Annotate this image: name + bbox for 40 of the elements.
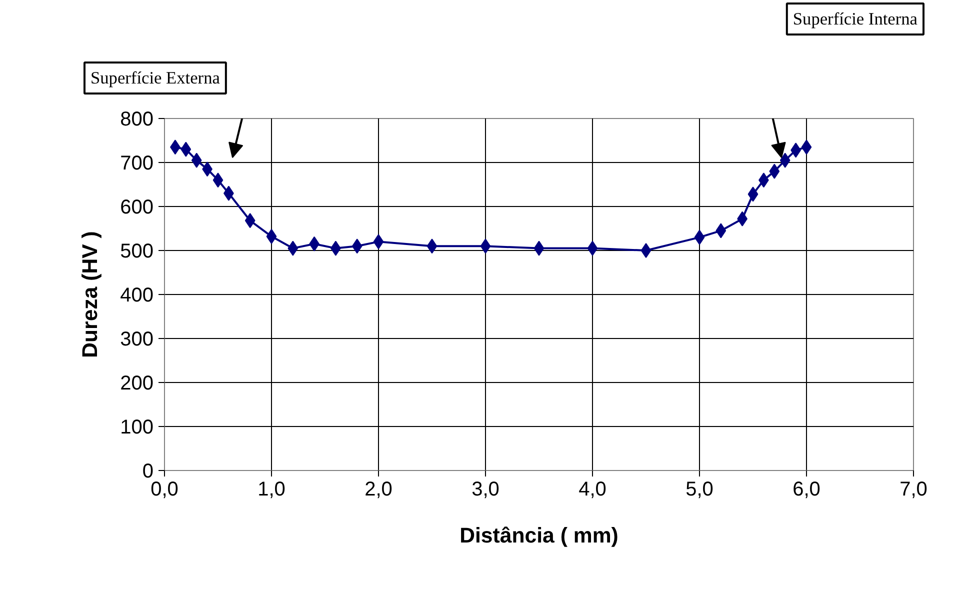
y-tick-label: 800 — [120, 108, 154, 130]
y-tick-label: 500 — [120, 240, 154, 262]
y-tick-label: 700 — [120, 152, 154, 174]
y-tick-label: 300 — [120, 328, 154, 350]
x-tick-label: 3,0 — [472, 478, 500, 500]
y-tick-label: 100 — [120, 416, 154, 438]
y-tick-label: 0 — [142, 460, 154, 482]
text: Superfície Externa — [90, 68, 220, 88]
x-tick-label: 5,0 — [686, 478, 714, 500]
point — [212, 172, 224, 188]
point — [587, 240, 598, 256]
x-tick-label: 6,0 — [792, 478, 820, 500]
point — [480, 238, 491, 254]
point — [288, 240, 298, 256]
point — [534, 240, 544, 256]
point — [748, 186, 758, 202]
text: Superfície Interna — [792, 10, 918, 28]
y-tick-label: 200 — [120, 372, 154, 394]
point — [266, 228, 277, 244]
y-tick-label: 400 — [120, 284, 154, 306]
point — [352, 238, 362, 254]
point — [180, 142, 192, 157]
x-tick-label: 2,0 — [364, 478, 392, 500]
point — [801, 140, 812, 155]
point — [769, 164, 780, 179]
point — [191, 152, 202, 168]
x-axis-title: Distância ( mm) — [460, 524, 618, 548]
x-tick-label: 4,0 — [578, 478, 606, 500]
y-tick-label: 600 — [120, 196, 154, 218]
y-axis-title: Dureza (HV ) — [78, 231, 102, 358]
point — [716, 223, 726, 238]
point — [244, 213, 256, 228]
point — [780, 152, 790, 168]
x-tick-label: 7,0 — [900, 478, 928, 500]
point — [694, 230, 705, 245]
point — [373, 234, 384, 250]
x-tick-label: 1,0 — [258, 478, 286, 500]
point — [640, 243, 652, 258]
x-tick-label: 0,0 — [150, 478, 178, 500]
point — [426, 238, 438, 254]
